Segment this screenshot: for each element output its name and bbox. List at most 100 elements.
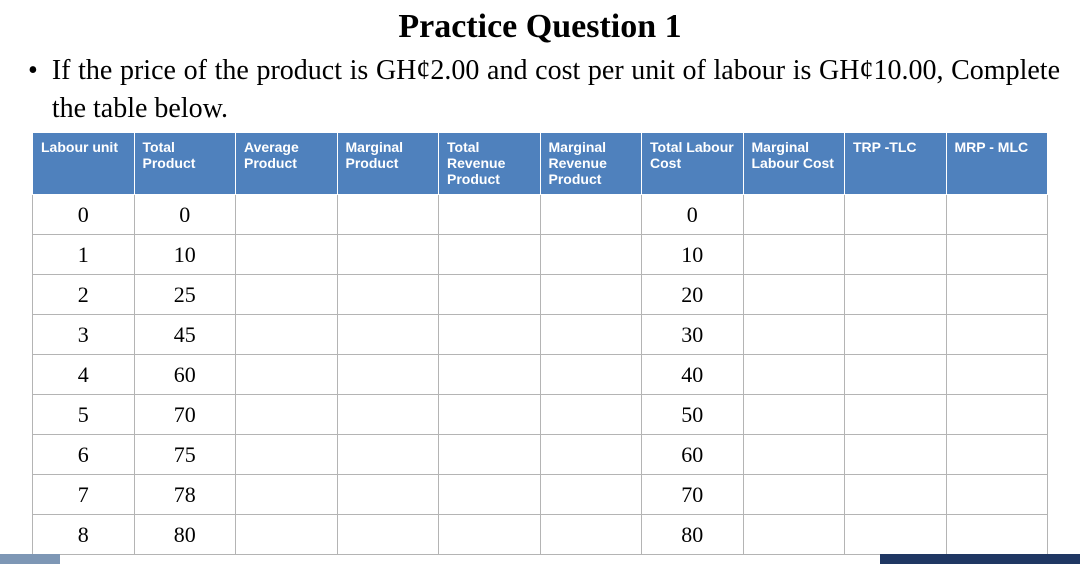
table-row: 67560 bbox=[33, 435, 1048, 475]
cell-mlc bbox=[743, 355, 845, 395]
cell-tp: 78 bbox=[134, 475, 236, 515]
cell-mp bbox=[337, 315, 439, 355]
cell-labour: 3 bbox=[33, 315, 135, 355]
instruction-row: • If the price of the product is GH¢2.00… bbox=[20, 52, 1060, 128]
table-row: 000 bbox=[33, 195, 1048, 235]
cell-mp bbox=[337, 275, 439, 315]
cell-tlc: 70 bbox=[642, 475, 744, 515]
cell-mrp bbox=[540, 235, 642, 275]
cell-diff2 bbox=[946, 475, 1048, 515]
cell-mlc bbox=[743, 435, 845, 475]
cell-mrp bbox=[540, 195, 642, 235]
economics-table: Labour unit Total Product Average Produc… bbox=[32, 132, 1048, 555]
cell-diff2 bbox=[946, 315, 1048, 355]
cell-mrp bbox=[540, 395, 642, 435]
cell-diff2 bbox=[946, 515, 1048, 555]
cell-trp bbox=[439, 395, 541, 435]
cell-trp bbox=[439, 315, 541, 355]
cell-tlc: 60 bbox=[642, 435, 744, 475]
cell-diff2 bbox=[946, 355, 1048, 395]
bullet-icon: • bbox=[28, 52, 38, 90]
cell-mlc bbox=[743, 275, 845, 315]
cell-labour: 0 bbox=[33, 195, 135, 235]
cell-diff1 bbox=[845, 355, 947, 395]
cell-trp bbox=[439, 475, 541, 515]
cell-diff1 bbox=[845, 235, 947, 275]
cell-mlc bbox=[743, 395, 845, 435]
cell-labour: 6 bbox=[33, 435, 135, 475]
cell-ap bbox=[236, 395, 338, 435]
footer-right-region bbox=[60, 554, 1080, 564]
cell-ap bbox=[236, 235, 338, 275]
cell-tp: 10 bbox=[134, 235, 236, 275]
cell-mrp bbox=[540, 315, 642, 355]
col-total-revenue-product: Total Revenue Product bbox=[439, 133, 541, 195]
cell-mp bbox=[337, 515, 439, 555]
cell-tp: 80 bbox=[134, 515, 236, 555]
cell-tlc: 40 bbox=[642, 355, 744, 395]
cell-mrp bbox=[540, 435, 642, 475]
cell-trp bbox=[439, 275, 541, 315]
cell-ap bbox=[236, 475, 338, 515]
cell-tp: 70 bbox=[134, 395, 236, 435]
cell-labour: 5 bbox=[33, 395, 135, 435]
cell-tp: 25 bbox=[134, 275, 236, 315]
cell-mp bbox=[337, 355, 439, 395]
table-row: 77870 bbox=[33, 475, 1048, 515]
cell-mlc bbox=[743, 315, 845, 355]
col-total-labour-cost: Total Labour Cost bbox=[642, 133, 744, 195]
cell-trp bbox=[439, 195, 541, 235]
cell-tp: 0 bbox=[134, 195, 236, 235]
col-marginal-labour-cost: Marginal Labour Cost bbox=[743, 133, 845, 195]
cell-tlc: 20 bbox=[642, 275, 744, 315]
cell-diff1 bbox=[845, 275, 947, 315]
cell-ap bbox=[236, 515, 338, 555]
cell-diff2 bbox=[946, 395, 1048, 435]
cell-diff1 bbox=[845, 515, 947, 555]
cell-diff2 bbox=[946, 435, 1048, 475]
table-header-row: Labour unit Total Product Average Produc… bbox=[33, 133, 1048, 195]
cell-mrp bbox=[540, 355, 642, 395]
cell-mp bbox=[337, 195, 439, 235]
col-total-product: Total Product bbox=[134, 133, 236, 195]
footer-left-accent bbox=[0, 554, 60, 564]
instruction-text: If the price of the product is GH¢2.00 a… bbox=[52, 52, 1060, 128]
table-row: 570 50 bbox=[33, 395, 1048, 435]
table-row: 46040 bbox=[33, 355, 1048, 395]
cell-mp bbox=[337, 395, 439, 435]
cell-mlc bbox=[743, 235, 845, 275]
cell-diff1 bbox=[845, 315, 947, 355]
cell-diff1 bbox=[845, 395, 947, 435]
cell-diff1 bbox=[845, 435, 947, 475]
cell-tlc: 50 bbox=[642, 395, 744, 435]
table-row: 11010 bbox=[33, 235, 1048, 275]
cell-ap bbox=[236, 315, 338, 355]
table-row: 345 30 bbox=[33, 315, 1048, 355]
cell-mp bbox=[337, 235, 439, 275]
cell-mlc bbox=[743, 515, 845, 555]
cell-trp bbox=[439, 355, 541, 395]
col-marginal-revenue-product: Marginal Revenue Product bbox=[540, 133, 642, 195]
table-row: 88080 bbox=[33, 515, 1048, 555]
cell-mp bbox=[337, 435, 439, 475]
cell-labour: 2 bbox=[33, 275, 135, 315]
cell-mlc bbox=[743, 475, 845, 515]
col-trp-tlc: TRP -TLC bbox=[845, 133, 947, 195]
cell-ap bbox=[236, 435, 338, 475]
cell-tlc: 0 bbox=[642, 195, 744, 235]
cell-tlc: 30 bbox=[642, 315, 744, 355]
cell-trp bbox=[439, 235, 541, 275]
cell-ap bbox=[236, 275, 338, 315]
cell-mp bbox=[337, 475, 439, 515]
cell-tp: 60 bbox=[134, 355, 236, 395]
cell-ap bbox=[236, 195, 338, 235]
cell-tp: 45 bbox=[134, 315, 236, 355]
table-row: 225 20 bbox=[33, 275, 1048, 315]
cell-diff1 bbox=[845, 475, 947, 515]
cell-trp bbox=[439, 435, 541, 475]
cell-tlc: 10 bbox=[642, 235, 744, 275]
cell-diff2 bbox=[946, 275, 1048, 315]
cell-diff2 bbox=[946, 235, 1048, 275]
cell-mrp bbox=[540, 275, 642, 315]
cell-diff1 bbox=[845, 195, 947, 235]
